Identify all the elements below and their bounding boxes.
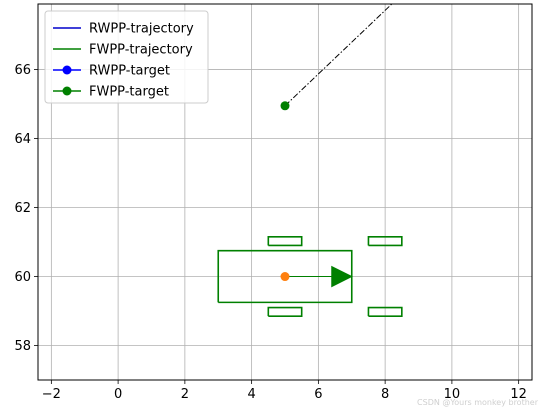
x-tick-label: 8 bbox=[381, 387, 389, 402]
wheel-rear-right bbox=[267, 306, 303, 317]
x-tick-label: 12 bbox=[510, 387, 527, 402]
x-tick-label: 2 bbox=[181, 387, 189, 402]
wheel-front-left bbox=[367, 236, 403, 247]
axis-ticks: −2 0 2 4 6 8 10 12 58 60 62 64 66 bbox=[14, 63, 526, 402]
current-position-point bbox=[280, 272, 290, 282]
y-tick-label: 64 bbox=[14, 132, 31, 147]
legend: RWPP-trajectory FWPP-trajectory RWPP-targe… bbox=[44, 10, 209, 104]
x-tick-label: 4 bbox=[247, 387, 255, 402]
x-tick-label: 10 bbox=[444, 387, 461, 402]
axes-frame bbox=[37, 3, 533, 381]
y-tick-label: 66 bbox=[14, 63, 31, 78]
legend-swatch-marker bbox=[62, 86, 72, 96]
y-tick-label: 58 bbox=[14, 339, 31, 354]
legend-label: FWPP-target bbox=[89, 85, 169, 100]
x-tick-label: 6 bbox=[314, 387, 322, 402]
legend-box bbox=[44, 10, 209, 104]
legend-label: FWPP-trajectory bbox=[89, 43, 193, 58]
x-tick-label: 0 bbox=[114, 387, 122, 402]
watermark: CSDN @Yours monkey brother bbox=[417, 398, 539, 407]
legend-label: RWPP-trajectory bbox=[89, 22, 194, 37]
y-tick-label: 60 bbox=[14, 270, 31, 285]
x-tick-label: −2 bbox=[42, 387, 61, 402]
legend-swatch-marker bbox=[62, 65, 72, 75]
wheel-rear-left bbox=[267, 236, 303, 247]
wheel-front-right bbox=[367, 306, 403, 317]
vehicle-body bbox=[217, 249, 353, 304]
heading-arrow-head bbox=[331, 265, 353, 288]
fwpp-target-point bbox=[280, 101, 290, 111]
y-tick-label: 62 bbox=[14, 201, 31, 216]
plot-area bbox=[217, 4, 403, 317]
legend-label: RWPP-target bbox=[89, 64, 170, 79]
lookahead-line bbox=[284, 4, 393, 107]
